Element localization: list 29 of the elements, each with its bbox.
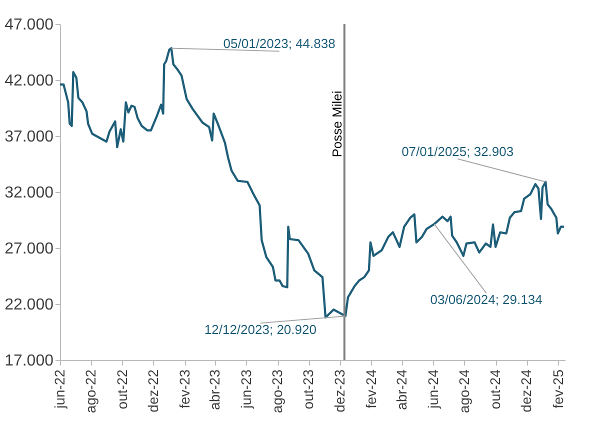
annotation: 05/01/2023; 44.838 bbox=[223, 36, 336, 52]
y-tick-label: 32.000 bbox=[4, 184, 54, 202]
x-tick-label: dez-24 bbox=[518, 369, 534, 412]
x-tick-label: jun-22 bbox=[52, 369, 68, 410]
x-tick-label: ago-23 bbox=[269, 369, 286, 414]
annotation: 07/01/2025; 32.903 bbox=[402, 144, 514, 159]
ref-line-label: Posse Milei bbox=[329, 90, 344, 158]
x-tick-label: dez-23 bbox=[331, 369, 348, 412]
annotation: 12/12/2023; 20.920 bbox=[204, 322, 316, 338]
x-tick-label: out-23 bbox=[300, 369, 316, 410]
y-tick-label: 27.000 bbox=[4, 240, 54, 258]
x-tick-label: out-22 bbox=[114, 369, 130, 410]
x-tick-label: fev-25 bbox=[550, 369, 566, 408]
x-tick-label: abr-23 bbox=[206, 369, 223, 410]
x-tick-label: jun-24 bbox=[424, 369, 441, 410]
x-tick-label: abr-24 bbox=[394, 369, 410, 410]
x-tick-label: out-24 bbox=[487, 369, 504, 410]
x-tick-label: ago-24 bbox=[456, 369, 472, 414]
x-tick-label: fev-24 bbox=[362, 369, 379, 408]
y-tick-label: 37.000 bbox=[4, 128, 54, 146]
y-tick-label: 42.000 bbox=[4, 72, 54, 90]
x-tick-label: fev-23 bbox=[176, 369, 193, 408]
annotation: 03/06/2024; 29.134 bbox=[430, 292, 542, 308]
x-tick-label: jun-23 bbox=[238, 369, 254, 410]
x-tick-label: ago-22 bbox=[82, 369, 99, 414]
y-tick-label: 47.000 bbox=[4, 16, 54, 34]
x-tick-label: dez-22 bbox=[144, 369, 161, 412]
y-tick-label: 22.000 bbox=[4, 296, 54, 314]
y-tick-label: 17.000 bbox=[4, 352, 54, 370]
